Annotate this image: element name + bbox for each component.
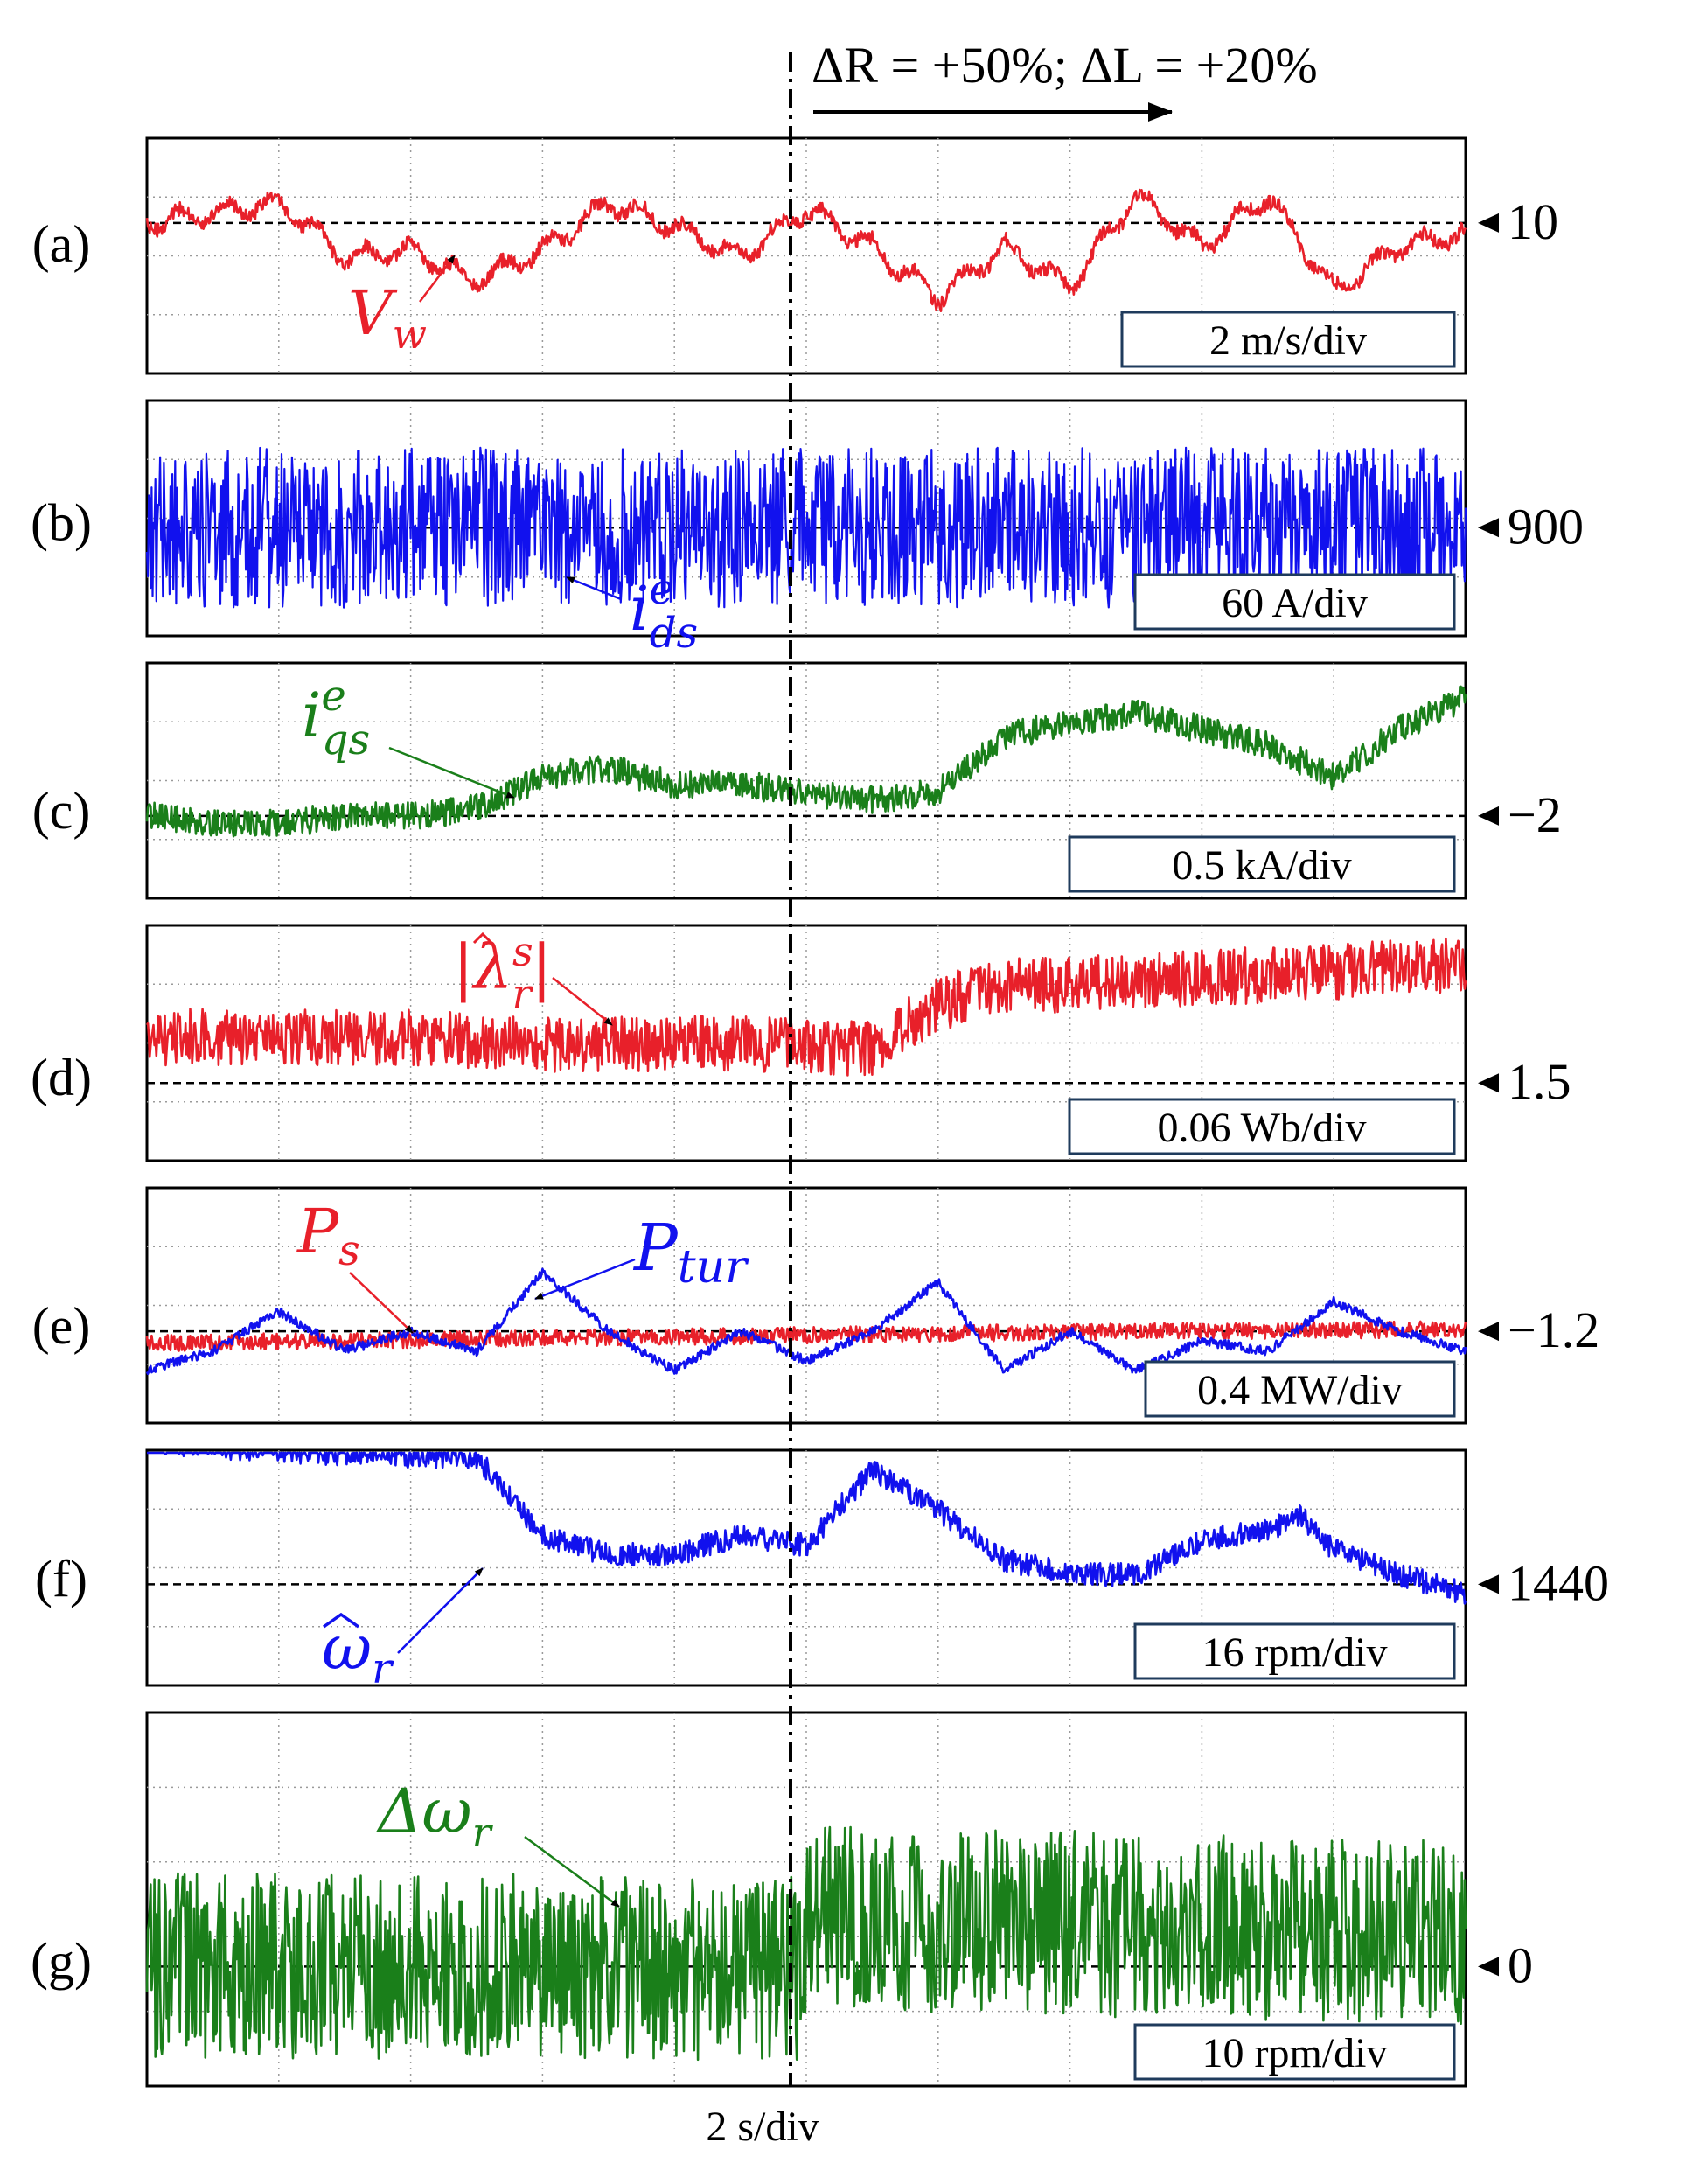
panel-e-scale-box [1144,1360,1456,1418]
panel-d-scale-box [1068,1098,1456,1155]
panel-a-trace-0 [145,188,1467,312]
panel-a-reference-marker [1478,213,1499,233]
panel-a-reference-value: 10 [1508,193,1558,250]
panel-b-reference-marker [1478,518,1499,538]
time-scale-label: 2 s/div [706,2104,819,2150]
panel-f-trace-0 [146,1451,1467,1605]
panel-f-label: (f) [35,1550,87,1608]
panel-b-trace-0 [145,446,1467,609]
panel-a-scale-box [1120,311,1456,368]
panel-g-scale-label: 10 rpm/div [1202,2030,1388,2076]
series-label-d: |λs r| [453,928,552,1017]
panel-d-label: (d) [31,1049,92,1106]
panel-e-label: (e) [32,1297,91,1355]
panel-d-trace-0 [145,937,1467,1077]
series-label-hat-d [472,932,493,945]
series-label-g: Δωr [375,1776,494,1856]
series-label-hat-f [322,1612,360,1629]
panel-b-scale-label: 60 A/div [1222,580,1368,626]
panel-e-reference-marker [1478,1322,1499,1342]
series-arrow-a [419,255,456,303]
panel-d-scale-label: 0.06 Wb/div [1157,1105,1366,1151]
panel-c-trace-0 [145,685,1467,838]
panel-c-reference-marker [1478,806,1499,826]
panel-g-reference-value: 0 [1508,1936,1533,1993]
panel-g-scale-box [1133,2023,1456,2081]
panel-g-reference-marker [1478,1957,1499,1977]
panel-a-scale-label: 2 m/s/div [1209,317,1367,364]
series-arrow-c [388,746,515,799]
panel-d-reference-value: 1.5 [1508,1053,1571,1110]
panel-c-scale-box [1068,835,1456,893]
panel-a-label: (a) [32,215,91,273]
panel-c-scale-label: 0.5 kA/div [1172,842,1351,889]
panel-f-reference-marker [1478,1574,1499,1594]
series-arrow-g [524,1835,620,1908]
panel-e-trace-1 [145,1267,1467,1376]
event-annotation: ΔR = +50%; ΔL = +20% [812,37,1318,94]
panel-b-label: (b) [31,493,92,551]
panel-f-reference-value: 1440 [1508,1554,1609,1611]
series-label-c: ie qs [302,672,370,764]
series-label-a: Vw [348,277,427,358]
panel-g-label: (g) [31,1932,92,1990]
series-arrow-b [566,576,622,601]
series-arrow-f [397,1567,484,1654]
panel-e-trace-0 [145,1320,1467,1352]
series-arrow-d [552,977,613,1026]
panel-c-reference-value: −2 [1508,786,1562,843]
series-arrow-Ptur [534,1258,636,1301]
panel-f-scale-box [1133,1622,1456,1680]
panel-c-label: (c) [32,782,91,840]
series-label-b: ie ds [630,565,698,658]
series-arrow-Ps [349,1272,414,1334]
panel-g-trace-0 [145,1825,1467,2062]
panel-b-scale-box [1133,573,1456,631]
panel-e-scale-label: 0.4 MW/div [1197,1367,1403,1413]
panel-f-scale-label: 16 rpm/div [1202,1629,1388,1676]
panel-e-reference-value: −1.2 [1508,1301,1599,1358]
panel-d-reference-marker [1478,1073,1499,1093]
panel-b-reference-value: 900 [1508,498,1584,555]
